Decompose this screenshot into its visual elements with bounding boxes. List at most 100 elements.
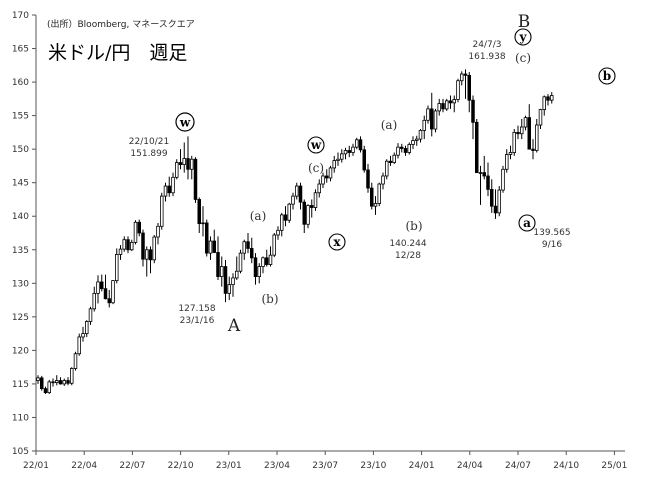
candle-body xyxy=(452,99,456,104)
axes xyxy=(35,15,625,452)
a-low-date-label: 23/1/16 xyxy=(180,316,215,326)
b2-date-label: 12/28 xyxy=(395,251,421,261)
candle xyxy=(520,118,524,140)
wave-b3-label: b xyxy=(598,67,616,85)
candle xyxy=(336,152,340,166)
y-tick-label: 155 xyxy=(12,112,29,122)
candle xyxy=(328,165,333,182)
candle xyxy=(216,236,220,280)
candle xyxy=(167,176,171,197)
candle-body xyxy=(55,380,59,383)
a3-date-label: 9/16 xyxy=(542,240,562,250)
candle xyxy=(96,275,100,304)
candle-body xyxy=(482,172,486,177)
candle-body xyxy=(70,368,74,384)
candle-body xyxy=(73,353,78,369)
candle-body xyxy=(332,160,336,169)
candle-body xyxy=(62,380,67,385)
candle-body xyxy=(497,189,501,214)
candle xyxy=(36,375,40,384)
annotations: w 22/10/21 151.899 (a) (b) 127.158 23/1/… xyxy=(129,12,616,336)
x-tick-label: 25/01 xyxy=(601,461,627,471)
chart-title: 米ドル/円 週足 xyxy=(48,42,187,64)
candle xyxy=(276,226,280,240)
candle-body xyxy=(231,277,235,286)
candle xyxy=(388,155,393,166)
x-ticks: 22/01 22/04 22/07 22/10 23/01 23/04 23/07 23/10… xyxy=(23,451,627,471)
candle xyxy=(347,145,351,158)
candle xyxy=(343,147,348,160)
candle-body xyxy=(298,185,303,203)
candle xyxy=(201,206,205,237)
candle-body xyxy=(444,100,449,110)
wave-y-text: y xyxy=(519,30,528,44)
candle-body xyxy=(171,176,175,194)
wave-a3-label: a xyxy=(518,214,536,232)
candle-body xyxy=(129,241,134,251)
candle-body xyxy=(291,195,295,205)
candle xyxy=(306,204,310,229)
candle-body xyxy=(223,266,228,294)
candle-body xyxy=(122,239,127,250)
candle xyxy=(317,179,321,198)
candle-body xyxy=(523,117,528,128)
candle-body xyxy=(381,175,385,185)
candle xyxy=(411,136,415,150)
wave-b3-circle xyxy=(598,67,616,85)
candle xyxy=(493,189,498,219)
wave-b-cap-label: B xyxy=(518,12,531,32)
candle-body xyxy=(268,254,273,265)
candle xyxy=(542,95,547,116)
candle-body xyxy=(396,146,400,156)
candle-body xyxy=(242,241,246,254)
candle-body xyxy=(478,172,483,174)
candle xyxy=(73,351,78,371)
candle-body xyxy=(302,201,306,225)
candle-body xyxy=(96,281,100,294)
candle xyxy=(58,377,63,385)
candle xyxy=(486,162,490,197)
candle-body xyxy=(152,236,156,261)
candle xyxy=(103,274,108,300)
candle-body xyxy=(336,158,340,161)
candle-body xyxy=(261,257,265,267)
a3-value-label: 139.565 xyxy=(533,228,570,238)
candle-body xyxy=(227,284,231,294)
candle-body xyxy=(186,158,190,170)
candle-body xyxy=(392,154,396,163)
candle xyxy=(100,274,104,292)
b-top-value-label: 161.938 xyxy=(468,52,505,62)
candle xyxy=(535,118,539,153)
candle-body xyxy=(433,110,438,130)
x-tick-label: 23/07 xyxy=(312,461,338,471)
candle-body xyxy=(88,308,93,322)
candle xyxy=(141,229,145,267)
candle xyxy=(204,219,209,257)
candle xyxy=(283,206,288,227)
candle-body xyxy=(257,266,261,277)
candle-body xyxy=(373,203,378,207)
candle-body xyxy=(178,162,183,165)
candle-body xyxy=(246,241,250,249)
candle xyxy=(459,71,464,86)
candle-body xyxy=(437,103,441,112)
w-date-label: 22/10/21 xyxy=(129,137,169,147)
candle-body xyxy=(144,249,149,260)
candle-body xyxy=(58,380,63,385)
candle xyxy=(51,378,55,387)
candle xyxy=(516,125,520,140)
candle-body xyxy=(535,124,539,151)
candle-body xyxy=(77,336,82,355)
candle-body xyxy=(384,160,389,177)
wave-a2-small-label: (a) xyxy=(381,118,398,132)
candle xyxy=(246,233,250,254)
candle-body xyxy=(276,229,280,236)
wave-y-circle xyxy=(514,28,532,46)
candle-body xyxy=(306,205,310,225)
candle-body xyxy=(189,158,194,170)
candle xyxy=(92,286,97,312)
candle-body xyxy=(137,221,141,234)
candle-body xyxy=(126,239,130,251)
x-tick-label: 23/04 xyxy=(264,461,290,471)
candle xyxy=(47,379,52,394)
